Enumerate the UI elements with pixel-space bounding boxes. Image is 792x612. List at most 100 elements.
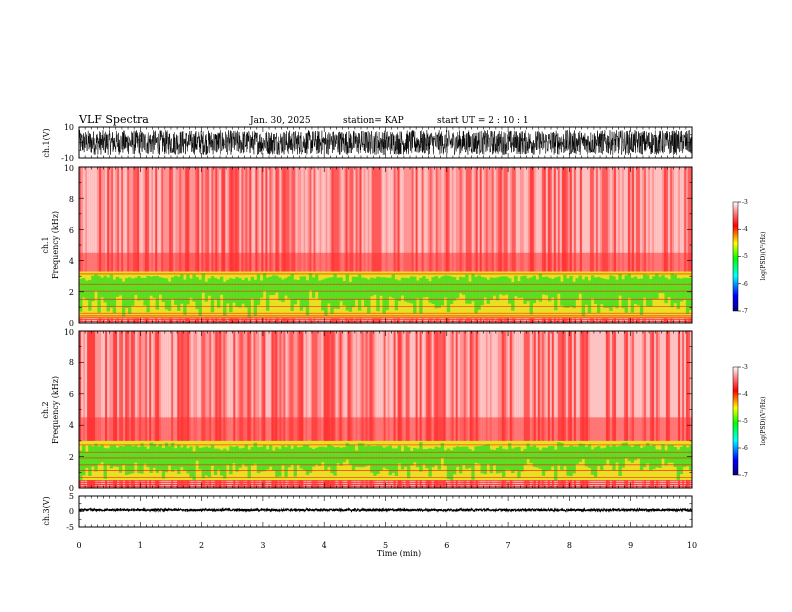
ch1-spectrogram-panel: 0 2 4 6 8 10 ch.1 Frequency (kHz) -3 -4 … — [41, 164, 767, 328]
spectrogram-column — [215, 167, 218, 323]
spectrogram-column — [293, 331, 296, 488]
spectrogram-column — [621, 167, 625, 323]
spectrogram-column — [389, 167, 392, 323]
spectrogram-column — [253, 331, 256, 488]
ch3-ylabel: ch.3(V) — [42, 496, 51, 525]
spectrogram-band-green — [164, 278, 169, 310]
spectrogram-band-green — [523, 448, 527, 465]
spectrogram-band-green — [563, 446, 567, 467]
spectrogram-column — [127, 331, 130, 488]
spectrogram-band-green — [403, 445, 408, 467]
spectrogram-column — [159, 331, 162, 488]
spectrogram-column — [281, 167, 284, 323]
spectrogram-column — [333, 331, 336, 488]
spectrogram-column — [97, 331, 100, 488]
spectrogram-band-green — [652, 276, 656, 300]
spectrogram-band-green — [679, 446, 684, 475]
spectrogram-column — [319, 167, 322, 323]
spectrogram-column — [321, 167, 324, 323]
spectrogram-band-green — [91, 446, 95, 467]
spectrogram-band-green — [155, 446, 159, 473]
ch1-trace — [79, 130, 692, 156]
spectrogram-column — [259, 167, 262, 323]
spectrogram-column — [225, 331, 228, 488]
spectrogram-column — [215, 331, 218, 488]
spectrogram-band-green — [155, 276, 159, 310]
spectrogram-column — [243, 167, 246, 323]
ch2-cb-tick-m7: -7 — [742, 472, 748, 479]
spectrogram-band-green — [446, 448, 451, 479]
spectrogram-column — [247, 331, 250, 488]
spectrogram-column — [123, 167, 126, 323]
spectrogram-column — [173, 167, 176, 323]
spectrogram-band-green — [529, 277, 533, 315]
spectrogram-column — [91, 331, 94, 488]
spectrogram-column — [95, 331, 98, 488]
spectrogram-column — [679, 167, 683, 323]
spectrogram-band-green — [437, 447, 441, 470]
spectrogram-column — [209, 331, 212, 488]
spectrogram-column — [339, 331, 342, 488]
spectrogram-band-green — [296, 447, 300, 465]
spectrogram-column — [621, 331, 625, 488]
spectrogram-column — [681, 167, 685, 323]
spectrogram-column — [597, 331, 601, 488]
spectrogram-column — [211, 167, 214, 323]
spectrogram-column — [639, 167, 643, 323]
spectrogram-column — [227, 331, 230, 488]
spectrogram-column — [637, 167, 641, 323]
spectrogram-column — [555, 167, 559, 323]
spectrogram-band-green — [624, 275, 628, 313]
spectrogram-band-green — [406, 447, 411, 479]
spectrogram-column — [341, 167, 344, 323]
spectrogram-band-green — [498, 276, 503, 295]
spectrogram-band-green — [146, 275, 150, 313]
spectrogram-band-green — [152, 276, 156, 298]
spectrogram-column — [165, 331, 168, 488]
spectrogram-column — [553, 167, 557, 323]
spectrogram-column — [427, 331, 430, 488]
spectrogram-column — [175, 331, 178, 488]
spectrogram-band-green — [244, 277, 248, 308]
spectrogram-column — [531, 167, 535, 323]
spectrogram-band-green — [177, 276, 181, 311]
spectrogram-band-green — [204, 446, 209, 476]
spectrogram-band-green — [293, 445, 297, 477]
spectrogram-column — [417, 167, 420, 323]
spectrogram-band-green — [501, 448, 506, 478]
spectrogram-column — [517, 167, 521, 323]
spectrogram-column — [625, 331, 629, 488]
spectrogram-column — [187, 331, 190, 488]
spectrogram-column — [587, 331, 591, 488]
spectrogram-column — [677, 331, 681, 488]
spectrogram-band-green — [82, 278, 86, 298]
spectrogram-band-green — [517, 446, 521, 479]
spectrogram-band-green — [308, 273, 313, 291]
spectrogram-column — [333, 167, 336, 323]
spectrogram-band-green — [661, 444, 665, 459]
spectrogram-column — [605, 167, 609, 323]
spectrogram-band-green — [551, 445, 555, 467]
ch1-ylabel: ch.1(V) — [42, 128, 51, 157]
ch1-colorbar-ticks — [738, 201, 741, 312]
spectrogram-column — [235, 167, 238, 323]
spectrogram-band-green — [612, 444, 616, 471]
spectrogram-band-green — [106, 277, 110, 312]
spectrogram-band-green — [474, 276, 478, 314]
spectrogram-column — [595, 331, 599, 488]
spectrogram-column — [157, 331, 160, 488]
x-tick-label: 3 — [260, 541, 265, 550]
spectrogram-band-green — [315, 447, 319, 465]
spectrogram-band-green — [232, 446, 236, 464]
spectrogram-column — [107, 331, 110, 488]
spectrogram-column — [249, 331, 252, 488]
spectrogram-band-green — [400, 451, 405, 470]
spectrogram-column — [687, 331, 691, 488]
ch1-cb-tick-m6: -6 — [742, 281, 748, 288]
spectrogram-band-green — [575, 446, 579, 464]
spectrogram-band-green — [287, 445, 291, 468]
spectrogram-band-green — [131, 278, 135, 306]
spectrogram-column — [633, 331, 637, 488]
spectrogram-band-green — [547, 277, 552, 302]
spectrogram-column — [647, 331, 651, 488]
